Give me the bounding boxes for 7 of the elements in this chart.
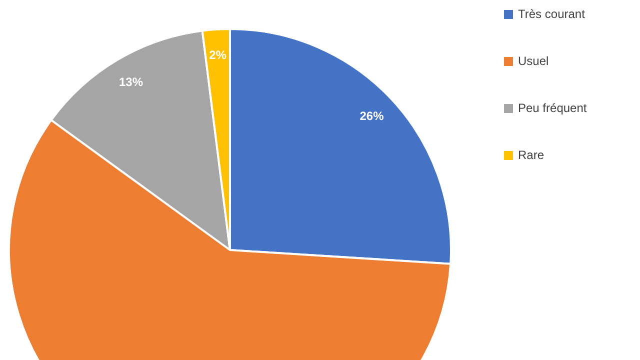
legend-label: Peu fréquent — [518, 101, 587, 115]
legend-label: Usuel — [518, 54, 549, 68]
data-label: 13% — [118, 74, 144, 89]
legend-label: Rare — [518, 148, 544, 162]
data-label: 26% — [360, 109, 384, 124]
legend-label: Très courant — [518, 7, 585, 21]
data-label: 2% — [209, 48, 227, 62]
